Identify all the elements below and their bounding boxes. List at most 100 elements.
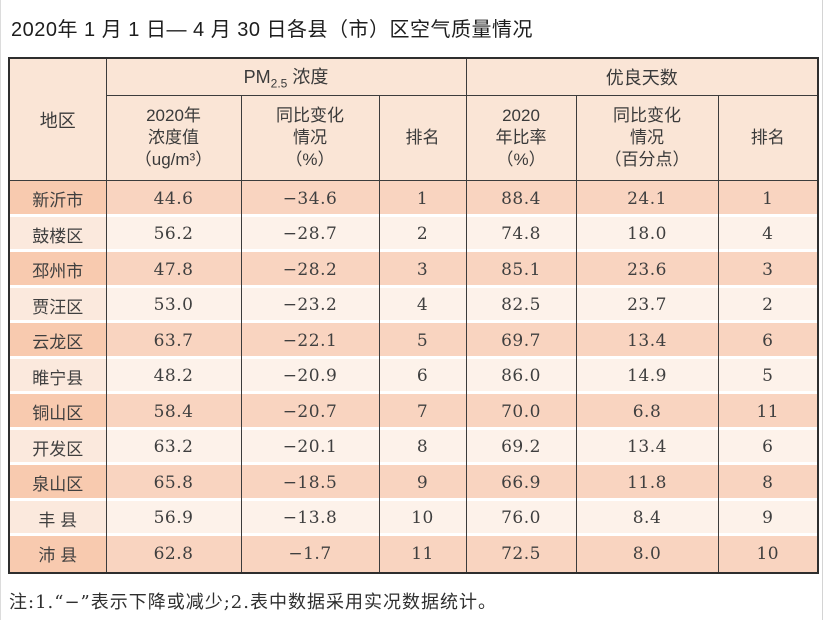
value-cell: 56.2 (105, 216, 242, 252)
value-cell: −13.8 (240, 500, 380, 536)
value-cell: 2 (717, 287, 819, 323)
value-cell: −20.9 (240, 358, 380, 394)
value-cell: 1 (717, 180, 819, 217)
air-quality-table: 地区 PM2.5 浓度 优良天数 2020年 浓度值 （ug/m³） 同比变化 … (8, 57, 820, 574)
value-cell: 23.7 (575, 287, 719, 323)
column-header-pm-value: 2020年 浓度值 （ug/m³） (105, 95, 242, 181)
table-body: 新沂市 44.6 −34.6 1 88.4 24.1 1 鼓楼区 56.2 −28.7 2 74.8 1… (8, 180, 819, 573)
value-cell: −23.2 (240, 287, 380, 323)
table-row: 睢宁县 48.2 −20.9 6 86.0 14.9 5 (8, 358, 819, 394)
value-cell: 48.2 (105, 358, 242, 394)
table-row: 丰 县 56.9 −13.8 10 76.0 8.4 9 (8, 500, 819, 536)
value-cell: −20.1 (240, 429, 380, 465)
value-cell: 62.8 (105, 536, 242, 573)
value-cell: 66.9 (465, 465, 577, 501)
value-cell: 6.8 (575, 394, 719, 430)
value-cell: 8 (717, 465, 819, 501)
value-cell: 6 (717, 429, 819, 465)
value-cell: 24.1 (575, 180, 719, 217)
pm25-label-subscript: 2.5 (270, 76, 288, 91)
value-cell: 6 (717, 323, 819, 359)
column-header-days-rank: 排名 (717, 95, 819, 181)
value-cell: 8.4 (575, 500, 719, 536)
value-cell: 5 (378, 323, 467, 359)
table-row: 沛 县 62.8 −1.7 11 72.5 8.0 10 (8, 536, 819, 573)
value-cell: 82.5 (465, 287, 577, 323)
column-header-pm-change: 同比变化 情况 （%） (240, 95, 380, 181)
region-cell: 睢宁县 (8, 358, 107, 394)
footnote: 注:1.“−”表示下降或减少;2.表中数据采用实况数据统计。 (9, 591, 497, 613)
value-cell: 63.2 (105, 429, 242, 465)
value-cell: 13.4 (575, 429, 719, 465)
table-row: 贾汪区 53.0 −23.2 4 82.5 23.7 2 (8, 287, 819, 323)
value-cell: 65.8 (105, 465, 242, 501)
air-quality-table-wrap: 地区 PM2.5 浓度 优良天数 2020年 浓度值 （ug/m³） 同比变化 … (8, 57, 822, 574)
value-cell: 5 (717, 358, 819, 394)
value-cell: 10 (717, 536, 819, 573)
value-cell: 11.8 (575, 465, 719, 501)
value-cell: 6 (378, 358, 467, 394)
table-row: 泉山区 65.8 −18.5 9 66.9 11.8 8 (8, 465, 819, 501)
value-cell: 63.7 (105, 323, 242, 359)
value-cell: −18.5 (240, 465, 380, 501)
column-header-days-change: 同比变化 情况 （百分点） (575, 95, 719, 181)
table-row: 开发区 63.2 −20.1 8 69.2 13.4 6 (8, 429, 819, 465)
region-cell: 开发区 (8, 429, 107, 465)
value-cell: 8.0 (575, 536, 719, 573)
value-cell: −20.7 (240, 394, 380, 430)
value-cell: −22.1 (240, 323, 380, 359)
table-row: 邳州市 47.8 −28.2 3 85.1 23.6 3 (8, 252, 819, 288)
value-cell: 74.8 (465, 216, 577, 252)
value-cell: 9 (378, 465, 467, 501)
header-group-row: 地区 PM2.5 浓度 优良天数 (8, 57, 819, 181)
value-cell: −28.2 (240, 252, 380, 288)
region-cell: 铜山区 (8, 394, 107, 430)
table-row: 新沂市 44.6 −34.6 1 88.4 24.1 1 (8, 180, 819, 217)
region-cell: 邳州市 (8, 252, 107, 288)
value-cell: 69.7 (465, 323, 577, 359)
column-header-region: 地区 (8, 57, 107, 181)
region-cell: 泉山区 (8, 465, 107, 501)
value-cell: 44.6 (105, 180, 242, 217)
value-cell: 23.6 (575, 252, 719, 288)
value-cell: 86.0 (465, 358, 577, 394)
column-group-good-days: 优良天数 (465, 57, 819, 96)
region-cell: 贾汪区 (8, 287, 107, 323)
region-cell: 云龙区 (8, 323, 107, 359)
table-row: 鼓楼区 56.2 −28.7 2 74.8 18.0 4 (8, 216, 819, 252)
region-cell: 丰 县 (8, 500, 107, 536)
value-cell: 72.5 (465, 536, 577, 573)
value-cell: 7 (378, 394, 467, 430)
value-cell: 70.0 (465, 394, 577, 430)
value-cell: 11 (717, 394, 819, 430)
page-title: 2020年 1 月 1 日— 4 月 30 日各县（市）区空气质量情况 (11, 19, 534, 41)
region-cell: 沛 县 (8, 536, 107, 573)
value-cell: 9 (717, 500, 819, 536)
value-cell: 10 (378, 500, 467, 536)
value-cell: 4 (378, 287, 467, 323)
value-cell: 13.4 (575, 323, 719, 359)
value-cell: 47.8 (105, 252, 242, 288)
column-group-pm25: PM2.5 浓度 (105, 57, 467, 96)
region-cell: 新沂市 (8, 180, 107, 217)
value-cell: 1 (378, 180, 467, 217)
value-cell: 11 (378, 536, 467, 573)
header-sub-row: 2020年 浓度值 （ug/m³） 同比变化 情况 （%） 排名 2020 年比… (9, 95, 819, 181)
value-cell: 85.1 (465, 252, 577, 288)
region-cell: 鼓楼区 (8, 216, 107, 252)
column-header-pm-rank: 排名 (378, 95, 467, 181)
value-cell: 8 (378, 429, 467, 465)
value-cell: −34.6 (240, 180, 380, 217)
table-row: 铜山区 58.4 −20.7 7 70.0 6.8 11 (8, 394, 819, 430)
table-row: 云龙区 63.7 −22.1 5 69.7 13.4 6 (8, 323, 819, 359)
value-cell: 18.0 (575, 216, 719, 252)
value-cell: −28.7 (240, 216, 380, 252)
value-cell: 69.2 (465, 429, 577, 465)
value-cell: 4 (717, 216, 819, 252)
value-cell: 53.0 (105, 287, 242, 323)
pm25-label-prefix: PM (243, 67, 271, 88)
value-cell: 2 (378, 216, 467, 252)
value-cell: 14.9 (575, 358, 719, 394)
value-cell: 76.0 (465, 500, 577, 536)
